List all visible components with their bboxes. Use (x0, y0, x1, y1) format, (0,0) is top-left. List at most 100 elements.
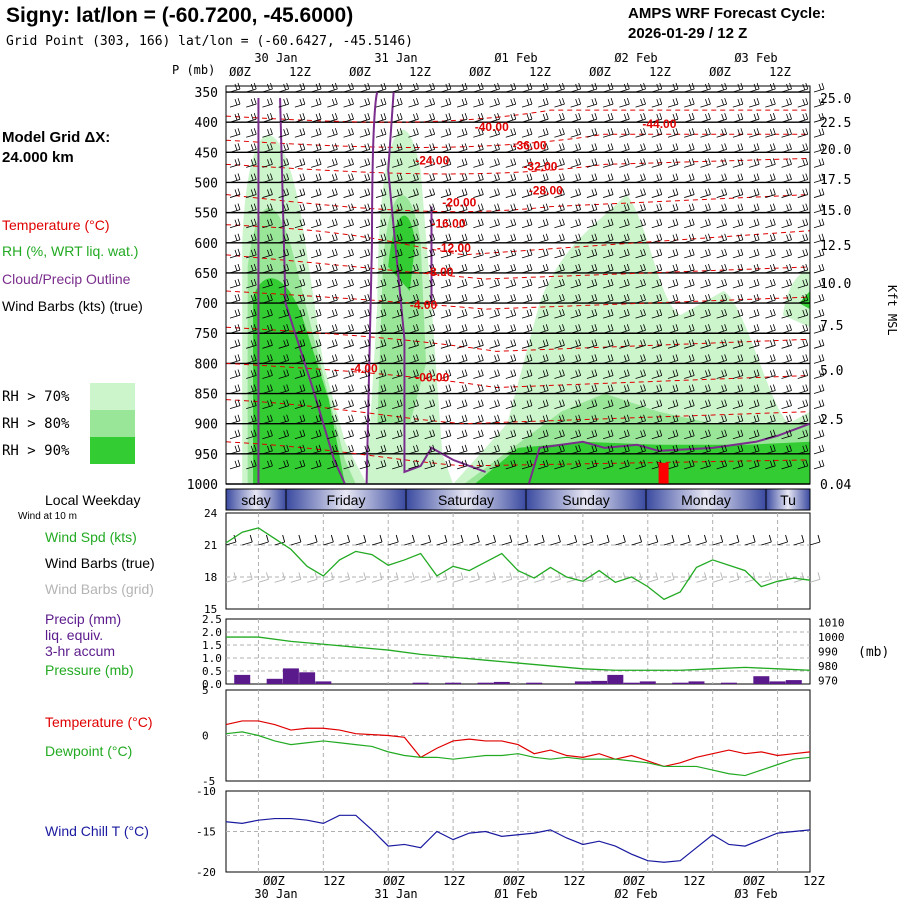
wind-barb-true (793, 534, 805, 546)
wind-barb (408, 429, 419, 440)
wind-barb-grid (274, 572, 286, 583)
forecast-cycle-label: AMPS WRF Forecast Cycle: (628, 5, 826, 22)
wind-barb (294, 158, 306, 168)
wind-barb (538, 278, 549, 289)
wind-barb (570, 263, 582, 274)
wind-barb (586, 263, 598, 274)
wind-barb (440, 324, 452, 334)
wind-barb (554, 113, 565, 123)
wind-barb-grid (809, 572, 821, 583)
wind-barb (262, 369, 273, 379)
wind-barb (294, 278, 306, 289)
wind-barb (813, 263, 825, 274)
wind-barb (602, 173, 614, 183)
wind-barb (408, 248, 419, 259)
wind-barb (635, 293, 646, 304)
wind-barb (359, 173, 371, 183)
wind-barb (619, 369, 630, 379)
wind-barb (684, 113, 695, 123)
wind-barb (765, 218, 776, 229)
bottom-date-02feb: Ø2 Feb (614, 887, 657, 900)
wind-barb (229, 459, 241, 470)
wind-barb (651, 248, 663, 259)
wind-chill-panel: -10 -15 -20 (196, 785, 811, 879)
wind-barb (700, 369, 711, 379)
wind-barb (294, 128, 306, 138)
wind-barb (797, 309, 809, 319)
wind-barb (602, 384, 614, 394)
wind-barb (586, 218, 598, 229)
wind-barb (310, 429, 322, 440)
wind-barb (651, 354, 663, 364)
wind-barb (781, 459, 792, 470)
wind-barb (505, 309, 517, 319)
wind-barb-true (371, 534, 383, 546)
wind-barb (813, 339, 825, 349)
wind-barb (262, 309, 273, 319)
temperature-contour-label: -32.00 (523, 159, 557, 173)
wind-barb (489, 113, 500, 123)
wind-barb (375, 143, 387, 153)
wind-barb (473, 263, 484, 274)
wind-barb (392, 248, 403, 259)
wind-barb (765, 429, 776, 440)
wind-barb (262, 233, 273, 244)
wind-barb (392, 278, 403, 289)
wind-barb (748, 97, 760, 108)
wind-barb (310, 248, 322, 259)
wind-barb (602, 354, 614, 364)
wind-barb (538, 369, 549, 379)
wind-barb (456, 248, 468, 259)
wind-barb (602, 414, 614, 425)
wind-barb (262, 429, 273, 440)
wind-barb-grid (728, 572, 740, 583)
wind-barb (278, 293, 290, 304)
wind-barb-true (680, 534, 691, 546)
wind-barb (797, 369, 809, 379)
wind-barb (667, 128, 679, 138)
wind-barb (570, 188, 582, 198)
wind-barb (505, 97, 517, 108)
wind-barb (667, 203, 679, 214)
model-grid-label: Model Grid ΔX: (2, 129, 110, 146)
wind-barb (246, 278, 257, 289)
wind-barb (440, 158, 452, 168)
wind-barb (489, 143, 500, 153)
temperature-contour (225, 399, 811, 425)
wind-barb (327, 414, 338, 425)
wind-barb (521, 309, 533, 319)
chill-tick-label: -15 (196, 826, 216, 839)
wind-barb (505, 158, 517, 168)
wind-barb (748, 429, 760, 440)
wind-barb (716, 158, 728, 168)
wind-barb (278, 233, 290, 244)
wind-barb (554, 369, 565, 379)
wind-barb (732, 414, 744, 425)
wind-barb (586, 309, 598, 319)
wind-barb (651, 158, 663, 168)
wind-barb (246, 354, 257, 364)
wind-barb (635, 324, 646, 334)
wind-barb (667, 369, 679, 379)
temperature-contour (225, 224, 811, 256)
wind-barb (667, 158, 679, 168)
wind-barb (505, 324, 517, 334)
bottom-hour-label: ØØZ (623, 874, 645, 888)
surface-precip-marker (658, 462, 669, 484)
wind-barb (359, 203, 371, 214)
wind-barb (635, 429, 646, 440)
wind-barb (619, 158, 630, 168)
temperature-contour (225, 441, 811, 467)
wind-barb (570, 293, 582, 304)
wind-barb (732, 278, 744, 289)
wind-barb (667, 97, 679, 108)
pressure-line (226, 636, 811, 671)
wind-barb (554, 233, 565, 244)
wind-barb (732, 113, 744, 123)
wind-barb (473, 158, 484, 168)
legend-cloud-outline: Cloud/Precip Outline (2, 271, 131, 287)
wind-barb (602, 339, 614, 349)
bottom-hour-label: 12Z (683, 874, 705, 888)
wind-barb (246, 324, 257, 334)
wind-barb (327, 369, 338, 379)
